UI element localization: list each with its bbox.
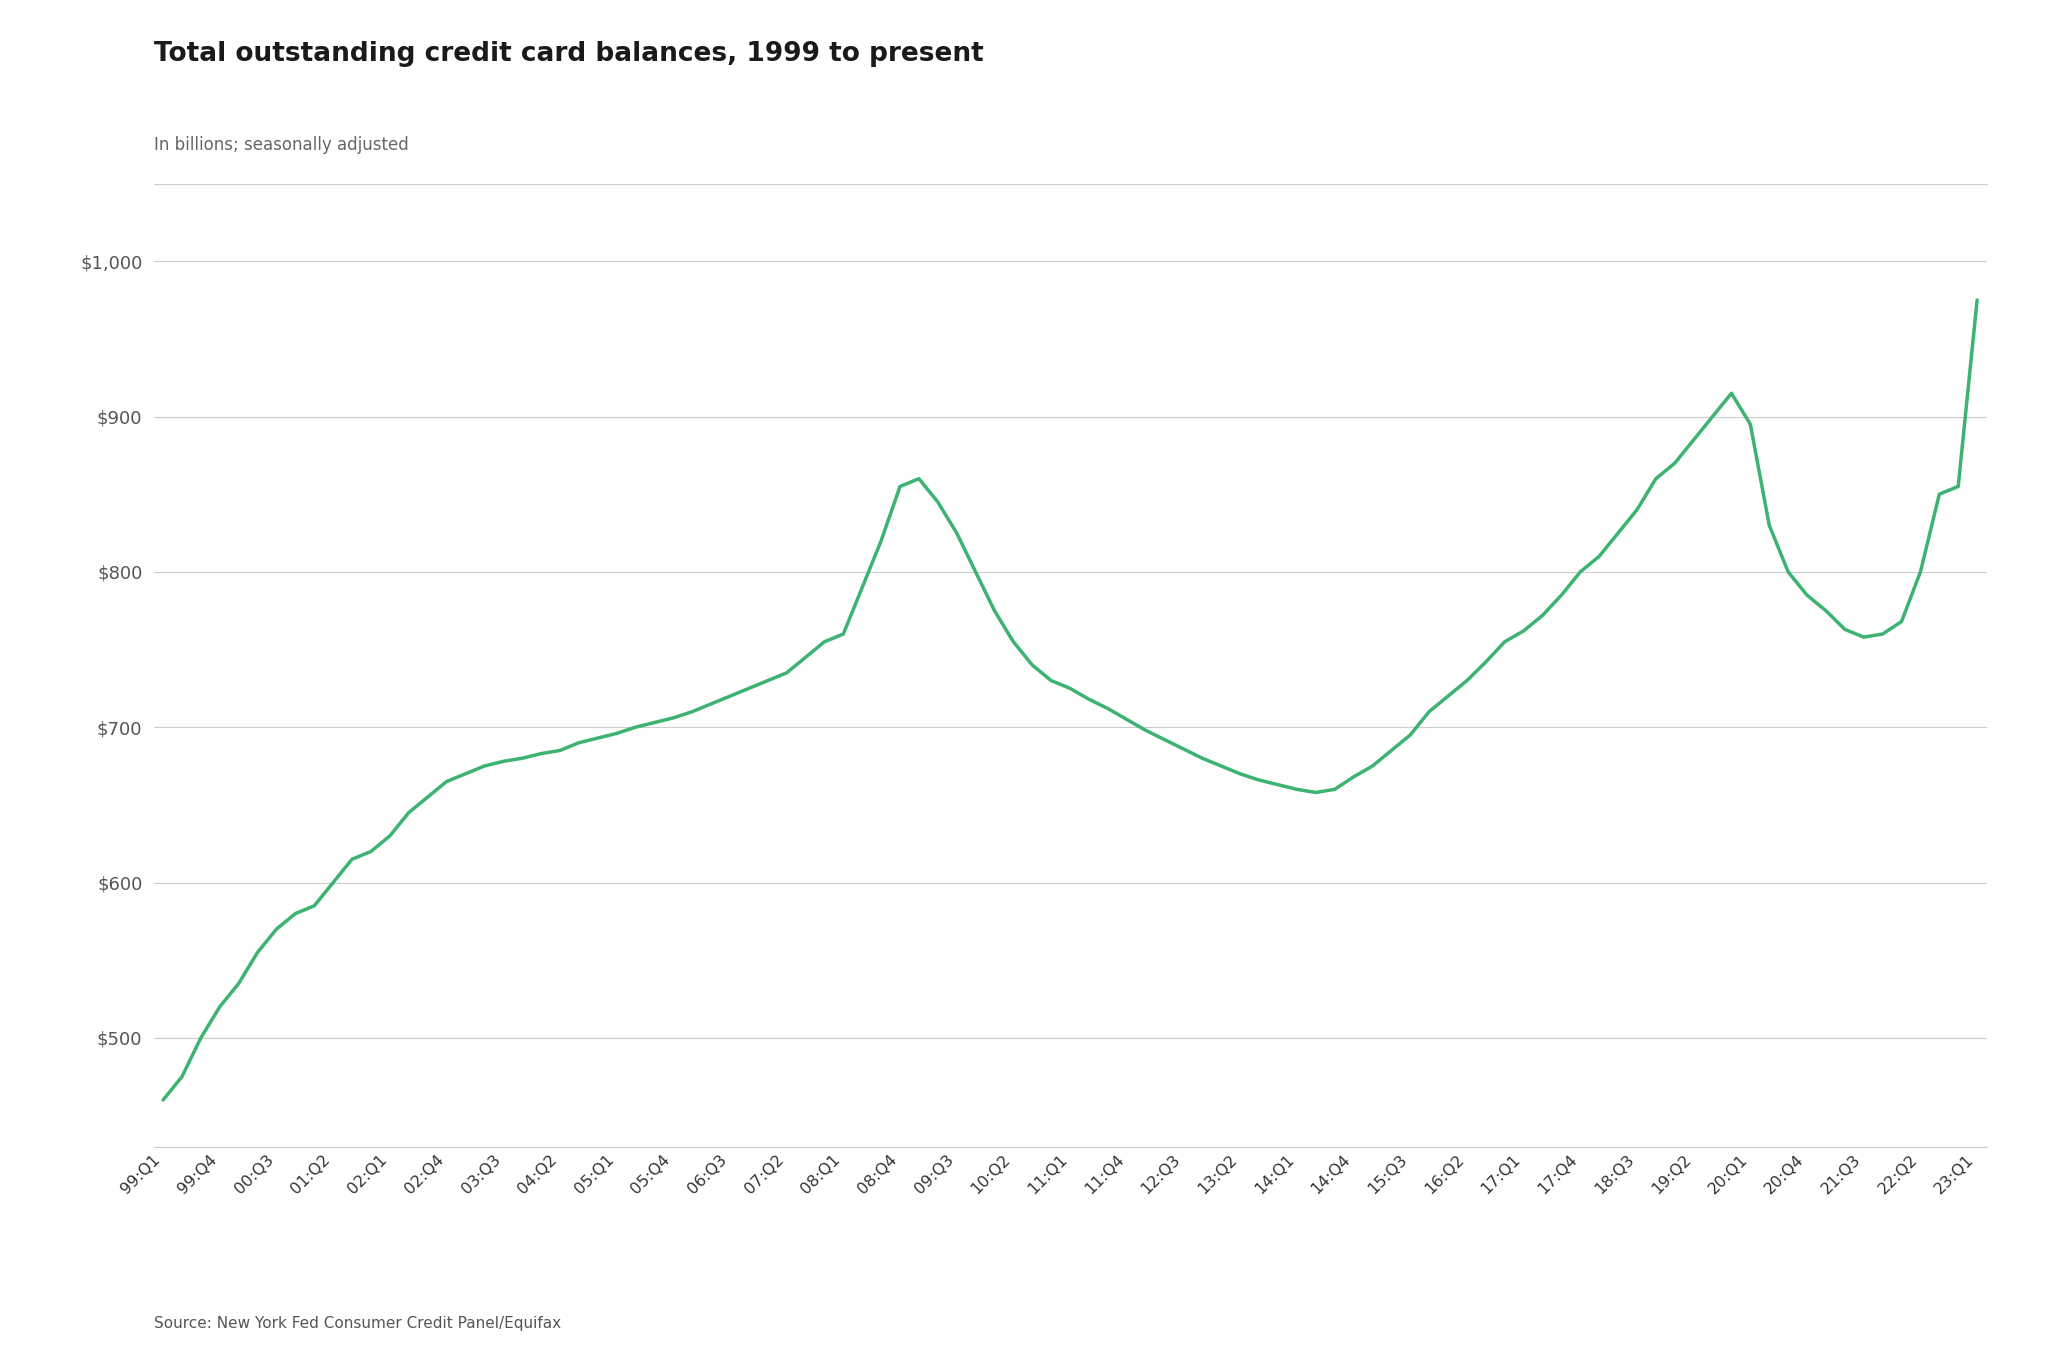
- Text: Total outstanding credit card balances, 1999 to present: Total outstanding credit card balances, …: [154, 41, 983, 67]
- Text: Source: New York Fed Consumer Credit Panel/Equifax: Source: New York Fed Consumer Credit Pan…: [154, 1316, 561, 1331]
- Text: In billions; seasonally adjusted: In billions; seasonally adjusted: [154, 136, 408, 154]
